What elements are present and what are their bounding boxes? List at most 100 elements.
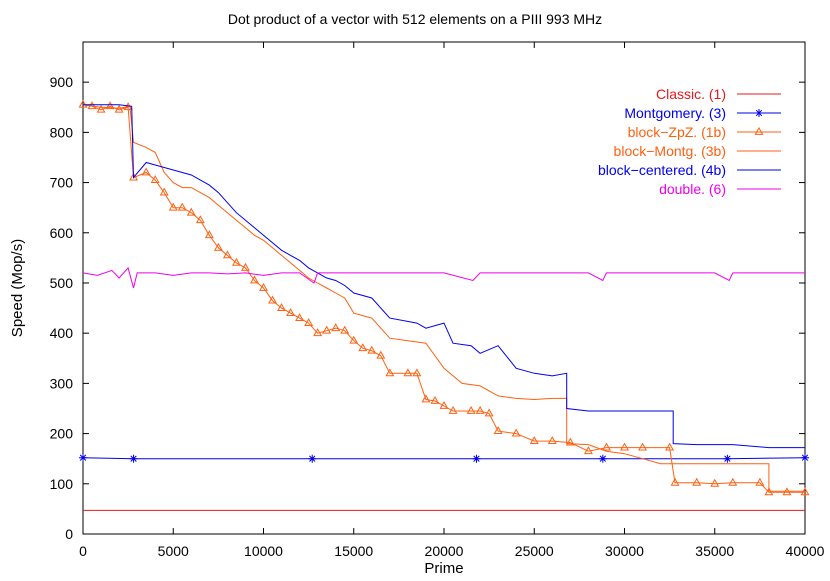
x-tick-label: 0 [79, 543, 87, 559]
legend-label: block−ZpZ. (1b) [628, 124, 726, 140]
data-point-triangle [129, 172, 138, 181]
data-point-triangle [259, 282, 268, 291]
legend-label: Classic. (1) [656, 86, 726, 102]
data-point-triangle [250, 275, 259, 284]
data-point-triangle [601, 442, 611, 451]
x-tick-label: 10000 [244, 543, 283, 559]
legend-item: block−centered. (4b) [598, 162, 781, 178]
data-point-triangle [376, 350, 386, 359]
legend-marker-star [755, 109, 763, 117]
legend-label: double. (6) [659, 181, 726, 197]
data-point-star [472, 454, 481, 463]
data-point-star [723, 454, 732, 463]
series-2 [78, 99, 810, 496]
legend-item: Classic. (1) [656, 86, 781, 102]
series-layer [78, 99, 810, 511]
data-point-triangle [710, 478, 720, 487]
y-axis: 0 100 200 300 400 500 600 700 800 900 [50, 74, 805, 542]
data-point-triangle [529, 436, 539, 445]
legend-item: double. (6) [659, 181, 781, 197]
x-tick-label: 15000 [334, 543, 373, 559]
data-point-triangle [240, 262, 250, 271]
data-point-triangle [403, 368, 413, 377]
data-point-triangle [620, 442, 629, 451]
data-point-star [801, 453, 809, 462]
data-point-triangle [105, 101, 115, 110]
series-3 [82, 104, 805, 492]
data-point-triangle [168, 202, 178, 211]
data-point-triangle [412, 368, 422, 377]
data-point-triangle [322, 325, 332, 334]
data-point-triangle [78, 99, 88, 108]
x-tick-label: 35000 [695, 543, 734, 559]
data-point-triangle [304, 318, 314, 327]
data-point-triangle [670, 477, 680, 486]
data-point-triangle [313, 328, 323, 337]
y-tick-label: 300 [50, 375, 74, 391]
series-line [82, 266, 805, 289]
data-point-star [308, 454, 317, 463]
series-line [82, 104, 805, 492]
data-point-triangle [565, 437, 575, 446]
y-tick-label: 800 [50, 124, 74, 140]
data-point-triangle [484, 408, 494, 417]
data-point-triangle [96, 104, 106, 113]
data-point-triangle [150, 175, 160, 183]
y-tick-label: 200 [50, 426, 74, 442]
data-point-triangle [583, 446, 593, 455]
data-point-triangle [728, 477, 738, 486]
data-point-triangle [421, 394, 431, 403]
data-point-triangle [141, 167, 151, 176]
data-point-triangle [638, 442, 648, 451]
chart-title: Dot product of a vector with 512 element… [228, 11, 602, 27]
x-tick-label: 20000 [425, 543, 464, 559]
data-point-triangle [222, 250, 232, 259]
data-point-triangle [213, 242, 223, 251]
data-point-triangle [349, 335, 359, 344]
legend: Classic. (1) Montgomery. (3) block−ZpZ. (1… [598, 86, 781, 197]
data-point-triangle [755, 477, 765, 486]
data-point-triangle [286, 308, 296, 317]
legend-label: Montgomery. (3) [624, 105, 726, 121]
y-tick-label: 400 [50, 325, 74, 341]
series-1 [79, 453, 809, 463]
legend-item: Montgomery. (3) [624, 105, 781, 121]
data-point-triangle [295, 313, 305, 322]
series-4 [83, 104, 805, 449]
y-tick-label: 0 [65, 526, 73, 542]
legend-item: block−Montg. (3b) [614, 143, 781, 159]
data-point-triangle [439, 400, 449, 409]
data-point-triangle [385, 368, 395, 377]
y-tick-label: 500 [50, 275, 74, 291]
data-point-triangle [448, 405, 458, 414]
y-tick-label: 100 [50, 476, 74, 492]
legend-marker-triangle [754, 126, 764, 135]
series-5 [82, 266, 805, 289]
data-point-star [598, 454, 607, 463]
x-axis-label: Prime [424, 560, 463, 577]
x-axis: 0 5000 10000 15000 20000 25000 30000 35000 40000 [79, 42, 825, 559]
x-tick-label: 25000 [515, 543, 554, 559]
data-point-triangle [493, 426, 503, 434]
data-point-triangle [268, 295, 277, 304]
data-point-triangle [665, 442, 675, 451]
data-point-triangle [466, 405, 476, 414]
data-point-triangle [186, 207, 196, 216]
data-point-triangle [204, 230, 214, 239]
data-point-triangle [195, 215, 205, 224]
data-point-triangle [114, 104, 124, 113]
data-point-triangle [331, 323, 341, 332]
data-point-triangle [358, 343, 368, 352]
data-point-triangle [177, 202, 187, 211]
legend-item: block−ZpZ. (1b) [628, 124, 781, 140]
data-point-triangle [340, 325, 350, 334]
data-point-triangle [159, 187, 169, 196]
data-point-triangle [547, 436, 557, 445]
x-tick-label: 30000 [605, 543, 644, 559]
data-point-triangle [430, 395, 440, 404]
y-tick-label: 700 [50, 175, 74, 191]
data-point-triangle [475, 405, 485, 414]
legend-label: block−centered. (4b) [598, 162, 726, 178]
